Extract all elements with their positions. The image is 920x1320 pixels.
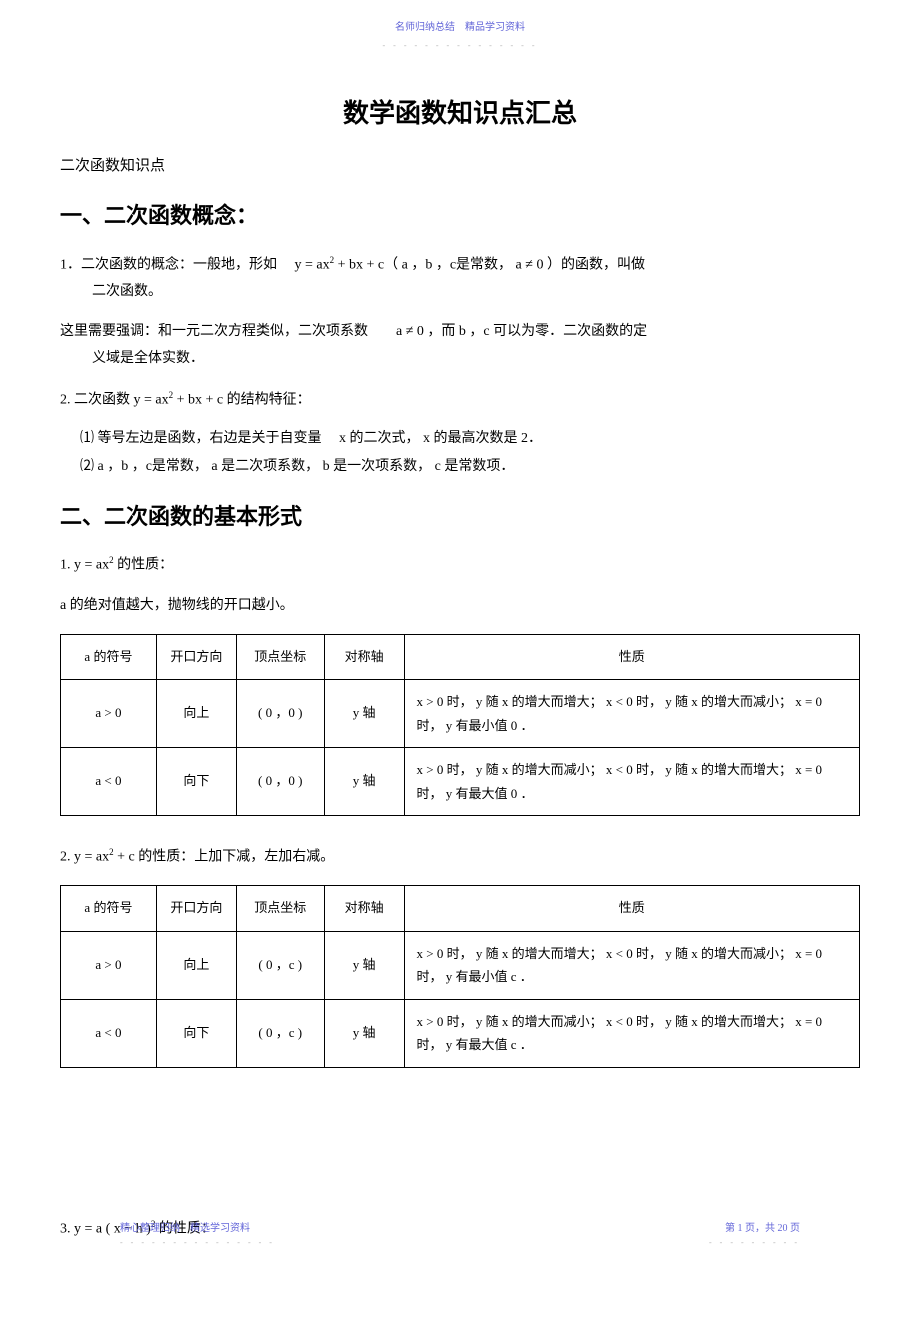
text: 1. y = ax [60, 557, 109, 572]
section1-item1: 1．二次函数的概念：一般地，形如 y = ax2 + bx + c（ a ，b … [60, 252, 860, 306]
cell-vertex: ( 0 ，0 ) [236, 680, 324, 748]
text: + bx + c 的结构特征： [173, 392, 311, 407]
cell-property: x > 0 时， y 随 x 的增大而减小； x < 0 时， y 随 x 的增… [404, 999, 859, 1067]
header-dots: - - - - - - - - - - - - - - - [60, 40, 860, 53]
text: 2. 二次函数 y = ax [60, 392, 169, 407]
footer-left-text: 精心整理归纳 精选学习资料 [120, 1221, 275, 1237]
th-vertex: 顶点坐标 [236, 634, 324, 680]
text: 的性质： [114, 557, 174, 572]
table-row: a < 0 向下 ( 0 ，c ) y 轴 x > 0 时， y 随 x 的增大… [61, 999, 860, 1067]
text-cont: 二次函数。 [60, 279, 860, 306]
table-header-row: a 的符号 开口方向 顶点坐标 对称轴 性质 [61, 886, 860, 932]
section2-heading: 二、二次函数的基本形式 [60, 499, 860, 534]
footer-right-dots: - - - - - - - - - [709, 1237, 800, 1250]
subtitle: 二次函数知识点 [60, 154, 860, 178]
section1-sub2: ⑵ a ，b ，c是常数， a 是二次项系数， b 是一次项系数， c 是常数项… [60, 456, 860, 478]
page-title: 数学函数知识点汇总 [60, 93, 860, 135]
section1-item2: 2. 二次函数 y = ax2 + bx + c 的结构特征： [60, 387, 860, 414]
cell-direction: 向上 [156, 680, 236, 748]
cell-axis: y 轴 [324, 932, 404, 1000]
th-property: 性质 [404, 634, 859, 680]
text: 2. y = ax [60, 850, 109, 865]
section1-note: 这里需要强调：和一元二次方程类似，二次项系数 a ≠ 0 ，而 b ，c 可以为… [60, 319, 860, 372]
th-sign: a 的符号 [61, 634, 157, 680]
text-cont: 义域是全体实数． [60, 346, 860, 373]
th-axis: 对称轴 [324, 634, 404, 680]
th-direction: 开口方向 [156, 634, 236, 680]
cell-axis: y 轴 [324, 680, 404, 748]
cell-axis: y 轴 [324, 999, 404, 1067]
footer-page-number: 第 1 页，共 20 页 [709, 1221, 800, 1237]
section2-item2: 2. y = ax2 + c 的性质：上加下减，左加右减。 [60, 844, 860, 871]
cell-sign: a > 0 [61, 932, 157, 1000]
table2: a 的符号 开口方向 顶点坐标 对称轴 性质 a > 0 向上 ( 0 ，c )… [60, 885, 860, 1067]
cell-property: x > 0 时， y 随 x 的增大而减小； x < 0 时， y 随 x 的增… [404, 748, 859, 816]
page-footer: 精心整理归纳 精选学习资料 - - - - - - - - - - - - - … [120, 1221, 800, 1250]
table-row: a > 0 向上 ( 0 ，0 ) y 轴 x > 0 时， y 随 x 的增大… [61, 680, 860, 748]
header-text: 名师归纳总结 精品学习资料 [60, 20, 860, 36]
text: + bx + c（ a ，b ，c是常数， a ≠ 0 ）的函数，叫做 [334, 257, 645, 272]
cell-property: x > 0 时， y 随 x 的增大而增大； x < 0 时， y 随 x 的增… [404, 932, 859, 1000]
cell-axis: y 轴 [324, 748, 404, 816]
section2-item1: 1. y = ax2 的性质： [60, 552, 860, 579]
cell-direction: 向下 [156, 999, 236, 1067]
cell-sign: a > 0 [61, 680, 157, 748]
text: + c 的性质：上加下减，左加右减。 [114, 850, 335, 865]
cell-direction: 向下 [156, 748, 236, 816]
th-sign: a 的符号 [61, 886, 157, 932]
th-vertex: 顶点坐标 [236, 886, 324, 932]
cell-vertex: ( 0 ，c ) [236, 999, 324, 1067]
table-row: a > 0 向上 ( 0 ，c ) y 轴 x > 0 时， y 随 x 的增大… [61, 932, 860, 1000]
table-header-row: a 的符号 开口方向 顶点坐标 对称轴 性质 [61, 634, 860, 680]
table-row: a < 0 向下 ( 0 ，0 ) y 轴 x > 0 时， y 随 x 的增大… [61, 748, 860, 816]
section1-heading: 一、二次函数概念： [60, 198, 860, 233]
table1: a 的符号 开口方向 顶点坐标 对称轴 性质 a > 0 向上 ( 0 ，0 )… [60, 634, 860, 816]
text: 这里需要强调：和一元二次方程类似，二次项系数 a ≠ 0 ，而 b ，c 可以为… [60, 324, 647, 339]
cell-vertex: ( 0 ，c ) [236, 932, 324, 1000]
th-direction: 开口方向 [156, 886, 236, 932]
cell-sign: a < 0 [61, 748, 157, 816]
cell-vertex: ( 0 ，0 ) [236, 748, 324, 816]
section2-note1: a 的绝对值越大，抛物线的开口越小。 [60, 593, 860, 620]
section1-sub1: ⑴ 等号左边是函数，右边是关于自变量 x 的二次式， x 的最高次数是 2． [60, 428, 860, 450]
th-property: 性质 [404, 886, 859, 932]
footer-left-dots: - - - - - - - - - - - - - - - [120, 1237, 275, 1250]
text: 1．二次函数的概念：一般地，形如 y = ax [60, 257, 330, 272]
cell-direction: 向上 [156, 932, 236, 1000]
cell-sign: a < 0 [61, 999, 157, 1067]
cell-property: x > 0 时， y 随 x 的增大而增大； x < 0 时， y 随 x 的增… [404, 680, 859, 748]
th-axis: 对称轴 [324, 886, 404, 932]
